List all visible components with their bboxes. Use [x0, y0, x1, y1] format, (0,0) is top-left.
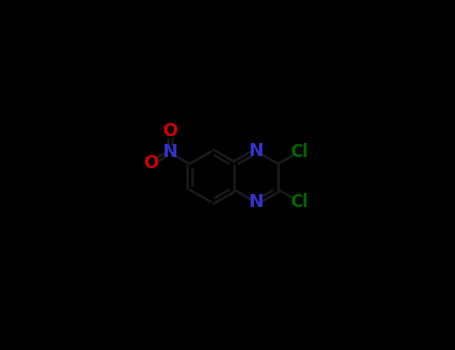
Text: Cl: Cl	[290, 193, 308, 211]
FancyBboxPatch shape	[166, 124, 173, 138]
FancyBboxPatch shape	[294, 145, 304, 159]
Text: N: N	[162, 144, 177, 161]
Text: N: N	[248, 193, 263, 211]
FancyBboxPatch shape	[166, 146, 173, 159]
FancyBboxPatch shape	[252, 196, 260, 209]
Text: Cl: Cl	[290, 143, 308, 161]
FancyBboxPatch shape	[294, 195, 304, 208]
FancyBboxPatch shape	[252, 145, 260, 158]
FancyBboxPatch shape	[147, 156, 155, 170]
Text: O: O	[162, 122, 177, 140]
Text: N: N	[248, 142, 263, 160]
Text: O: O	[143, 154, 159, 172]
